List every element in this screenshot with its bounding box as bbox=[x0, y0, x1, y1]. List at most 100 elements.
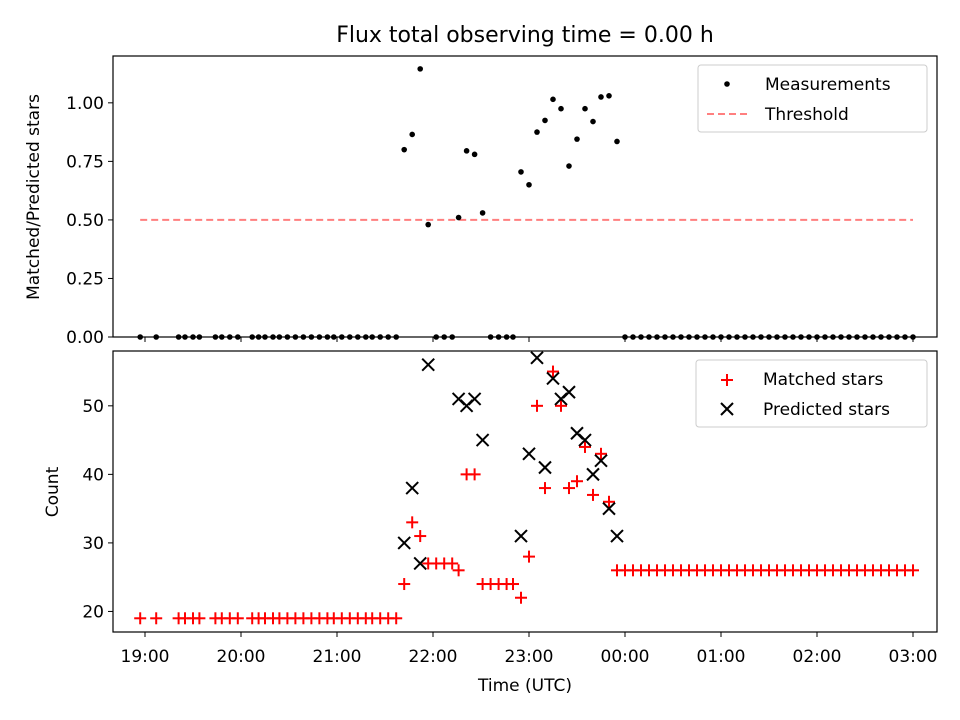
measurement-point bbox=[526, 181, 532, 188]
measurement-point bbox=[308, 334, 315, 340]
bottom-ytick-label: 30 bbox=[82, 534, 104, 554]
predicted-star-point bbox=[562, 385, 576, 399]
bottom-xtick-label: 02:00 bbox=[793, 647, 842, 667]
top-marks bbox=[137, 66, 916, 340]
measurement-point bbox=[401, 146, 408, 153]
predicted-star-stroke-b bbox=[610, 529, 624, 543]
predicted-star-point bbox=[475, 433, 490, 447]
measurement-point bbox=[393, 334, 400, 340]
top-ytick-label: 0.25 bbox=[66, 269, 104, 289]
top-panel: 0.00 0.25 0.50 0.75 1.00 Matched/Predicted s… bbox=[24, 55, 938, 348]
matched-star-point bbox=[406, 516, 419, 529]
measurement-point bbox=[654, 334, 660, 340]
predicted-star-stroke-b bbox=[451, 392, 466, 406]
predicted-star-stroke-b bbox=[405, 481, 419, 495]
measurement-point bbox=[262, 334, 268, 340]
measurement-point bbox=[284, 334, 291, 340]
measurement-point bbox=[503, 334, 510, 340]
bottom-xtick-label: 03:00 bbox=[889, 647, 938, 667]
measurement-point bbox=[670, 334, 676, 340]
measurement-point bbox=[316, 334, 323, 340]
matched-star-point bbox=[595, 447, 607, 460]
predicted-star-stroke-b bbox=[602, 501, 616, 516]
measurement-point bbox=[662, 334, 668, 340]
bottom-ytick-label: 40 bbox=[82, 465, 104, 485]
legend-measurements-marker bbox=[724, 81, 730, 87]
measurement-point bbox=[449, 334, 456, 340]
measurement-point bbox=[846, 334, 852, 340]
measurement-point bbox=[558, 105, 564, 112]
measurement-point bbox=[686, 334, 692, 340]
measurement-point bbox=[630, 334, 636, 340]
measurement-point bbox=[235, 334, 241, 340]
matched-star-point bbox=[603, 495, 615, 508]
measurement-point bbox=[742, 334, 748, 340]
measurement-point bbox=[870, 334, 876, 340]
predicted-star-point bbox=[602, 501, 616, 516]
bottom-legend-box bbox=[695, 359, 928, 428]
measurement-point bbox=[182, 334, 188, 340]
matched-star-point bbox=[523, 550, 535, 563]
measurement-point bbox=[355, 334, 361, 340]
legend-measurements-label: Measurements bbox=[765, 75, 891, 95]
measurement-point bbox=[212, 334, 219, 340]
measurement-point bbox=[734, 334, 740, 340]
predicted-star-stroke-b bbox=[413, 556, 427, 571]
predicted-star-point bbox=[578, 433, 592, 447]
measurement-point bbox=[510, 334, 516, 340]
predicted-star-stroke-b bbox=[514, 529, 528, 543]
measurement-point bbox=[766, 334, 772, 340]
bottom-xtick-label: 21:00 bbox=[313, 647, 362, 667]
measurement-point bbox=[542, 117, 548, 124]
predicted-star-point bbox=[586, 467, 600, 482]
measurement-point bbox=[369, 334, 376, 340]
measurement-point bbox=[377, 334, 384, 340]
measurement-point bbox=[153, 334, 159, 340]
matched-star-point bbox=[571, 475, 583, 488]
bottom-xtick-label: 20:00 bbox=[217, 647, 266, 667]
top-chart-title: Flux total observing time = 0.00 h bbox=[336, 23, 714, 48]
predicted-star-point bbox=[421, 358, 435, 372]
predicted-star-stroke-b bbox=[570, 426, 584, 440]
predicted-star-stroke-b bbox=[586, 467, 600, 482]
bottom-legend: Matched stars Predicted stars bbox=[695, 359, 928, 428]
top-legend-box bbox=[697, 64, 928, 133]
matched-star-point bbox=[150, 612, 163, 625]
measurement-point bbox=[425, 221, 432, 228]
legend-matched-marker bbox=[721, 374, 733, 386]
predicted-star-point bbox=[405, 481, 419, 495]
bottom-marks bbox=[134, 351, 919, 625]
measurement-point bbox=[606, 93, 612, 99]
predicted-star-point bbox=[546, 371, 560, 386]
measurement-point bbox=[495, 334, 502, 340]
measurement-point bbox=[838, 334, 844, 340]
matched-star-point bbox=[907, 564, 919, 577]
measurement-point bbox=[433, 334, 440, 340]
matched-star-point bbox=[547, 365, 559, 378]
measurement-point bbox=[300, 334, 307, 340]
measurement-point bbox=[196, 334, 203, 340]
measurement-point bbox=[409, 131, 416, 138]
predicted-star-point bbox=[467, 392, 482, 406]
predicted-star-point bbox=[514, 529, 528, 543]
measurement-point bbox=[347, 334, 353, 340]
measurement-point bbox=[894, 334, 900, 340]
legend-matched-label: Matched stars bbox=[763, 370, 883, 390]
predicted-star-point bbox=[413, 556, 427, 571]
measurement-point bbox=[710, 334, 716, 340]
measurement-point bbox=[822, 334, 828, 340]
matched-star-point bbox=[579, 440, 591, 453]
predicted-star-stroke-b bbox=[467, 392, 482, 406]
measurement-point bbox=[441, 334, 448, 340]
measurement-point bbox=[270, 334, 276, 340]
bottom-xtick-label: 01:00 bbox=[697, 647, 746, 667]
predicted-star-stroke-b bbox=[397, 536, 411, 550]
measurement-point bbox=[455, 214, 462, 221]
measurement-point bbox=[417, 66, 424, 72]
bottom-xtick-label: 19:00 bbox=[121, 647, 170, 667]
bottom-xtick-label: 23:00 bbox=[505, 647, 554, 667]
top-ylabel: Matched/Predicted stars bbox=[24, 94, 44, 300]
measurement-point bbox=[363, 334, 369, 340]
top-plot-area bbox=[112, 55, 938, 338]
measurement-point bbox=[534, 129, 540, 135]
